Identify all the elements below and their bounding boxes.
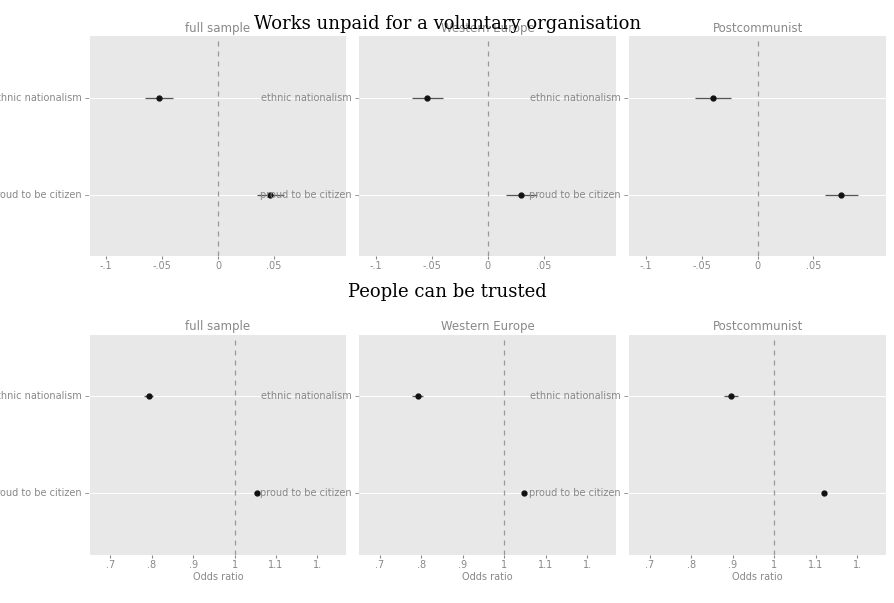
Text: ethnic nationalism –: ethnic nationalism – bbox=[0, 391, 89, 401]
Text: ethnic nationalism –: ethnic nationalism – bbox=[0, 93, 89, 103]
Text: ethnic nationalism –: ethnic nationalism – bbox=[530, 93, 628, 103]
Title: Western Europe: Western Europe bbox=[441, 22, 534, 35]
Title: Postcommunist: Postcommunist bbox=[712, 321, 802, 333]
Text: People can be trusted: People can be trusted bbox=[348, 283, 546, 302]
X-axis label: Odds ratio: Odds ratio bbox=[731, 572, 782, 582]
Text: ethnic nationalism –: ethnic nationalism – bbox=[260, 391, 358, 401]
Text: proud to be citizen –: proud to be citizen – bbox=[0, 190, 89, 200]
Text: proud to be citizen –: proud to be citizen – bbox=[529, 488, 628, 498]
Text: ethnic nationalism –: ethnic nationalism – bbox=[530, 391, 628, 401]
Text: proud to be citizen –: proud to be citizen – bbox=[0, 488, 89, 498]
Title: Western Europe: Western Europe bbox=[441, 321, 534, 333]
X-axis label: Odds ratio: Odds ratio bbox=[462, 572, 512, 582]
Text: proud to be citizen –: proud to be citizen – bbox=[529, 190, 628, 200]
Title: full sample: full sample bbox=[185, 321, 250, 333]
Text: proud to be citizen –: proud to be citizen – bbox=[259, 488, 358, 498]
Text: proud to be citizen –: proud to be citizen – bbox=[259, 190, 358, 200]
Title: Postcommunist: Postcommunist bbox=[712, 22, 802, 35]
Text: Works unpaid for a voluntary organisation: Works unpaid for a voluntary organisatio… bbox=[254, 15, 640, 33]
Text: ethnic nationalism –: ethnic nationalism – bbox=[260, 93, 358, 103]
Title: full sample: full sample bbox=[185, 22, 250, 35]
X-axis label: Odds ratio: Odds ratio bbox=[192, 572, 243, 582]
